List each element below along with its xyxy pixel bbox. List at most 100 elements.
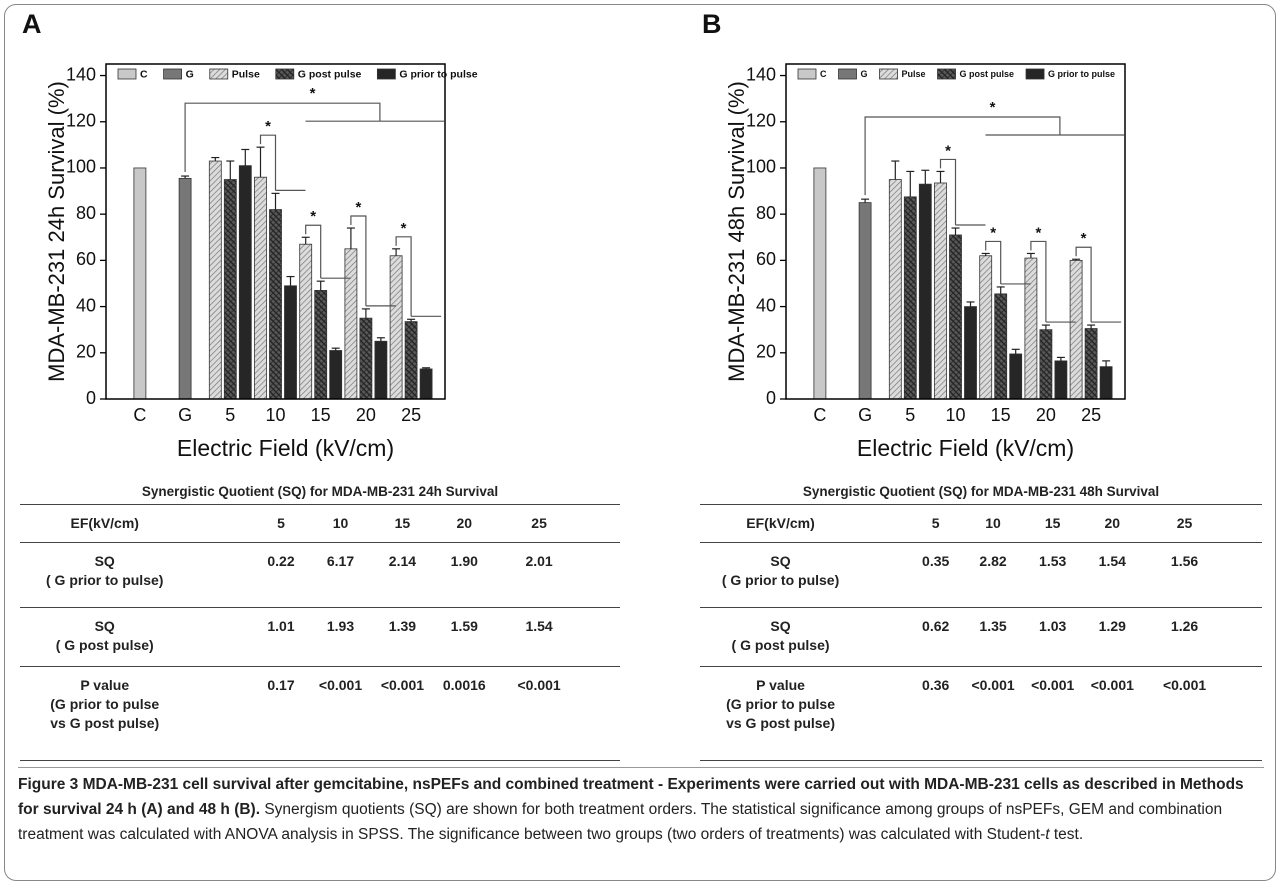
x-tick-label: 10	[945, 405, 965, 425]
bar	[1024, 257, 1038, 400]
error-bar	[1056, 356, 1065, 361]
bar	[1039, 329, 1053, 400]
caption-text: test.	[1049, 826, 1084, 843]
caption-title: Figure 3 MDA-MB-231 cell survival after …	[18, 776, 1244, 818]
table-title: Synergistic Quotient (SQ) for MDA-MB-231…	[141, 484, 499, 499]
y-axis-label: MDA-MB-231 48h Survival (%)	[724, 81, 749, 382]
header-cell: 10	[963, 504, 1023, 543]
table-row: P value (G prior to pulse vs G post puls…	[700, 666, 1262, 761]
error-bar	[376, 337, 385, 342]
error-bar	[346, 227, 355, 249]
table-cell: 1.26	[1142, 607, 1262, 667]
bar	[299, 243, 313, 400]
bar	[284, 285, 297, 400]
bar	[903, 196, 917, 400]
legend-swatch	[117, 68, 137, 80]
error-bar	[921, 169, 930, 185]
bar	[223, 179, 237, 400]
chart: B MDA-MB-231 48h Survival (%) Electric Fie…	[702, 9, 1126, 461]
y-tick-label: 100	[66, 157, 96, 177]
error-bar	[271, 192, 280, 210]
legend-swatch	[376, 68, 396, 80]
table-cell: <0.001	[495, 666, 620, 761]
table-cell: 1.56	[1142, 542, 1262, 608]
y-tick-label: 0	[766, 388, 776, 408]
significance-bracket	[305, 224, 351, 279]
table-cell: <0.001	[1022, 666, 1083, 761]
error-bar	[936, 170, 945, 183]
table-cell: 0.17	[252, 666, 310, 761]
bar	[888, 179, 902, 400]
significance-bracket	[864, 116, 1124, 196]
table-cell: 1.35	[963, 607, 1023, 667]
table-row: SQ ( G post pulse) 0.62 1.35 1.03 1.29 1.26	[700, 607, 1262, 667]
error-bar	[981, 252, 990, 256]
bar	[359, 317, 373, 400]
header-cell: 20	[433, 504, 496, 543]
table-cell: 1.39	[371, 607, 434, 667]
bar	[1009, 353, 1023, 400]
bar	[964, 306, 977, 400]
significance-bracket	[350, 215, 396, 307]
table-cell: 0.62	[908, 607, 964, 667]
error-bar	[422, 367, 431, 369]
table-title: Synergistic Quotient (SQ) for MDA-MB-231…	[802, 484, 1160, 499]
significance-bracket	[939, 158, 986, 226]
table-cell: 1.03	[1022, 607, 1083, 667]
bar	[178, 177, 192, 400]
table-cell: 1.54	[1082, 542, 1143, 608]
header-cell: 5	[908, 504, 964, 543]
error-bar	[861, 198, 870, 203]
table-cell: 1.54	[495, 607, 620, 667]
table-row: EF(kV/cm) 5 10 15 20 25	[700, 504, 1262, 543]
x-tick-label: 5	[905, 405, 915, 425]
legend-swatch	[275, 68, 295, 80]
table-cell: SQ ( G post pulse)	[700, 607, 909, 667]
table-cell: 1.59	[433, 607, 496, 667]
bar	[949, 234, 962, 400]
legend-swatch	[209, 68, 229, 80]
table-cell: 0.0016	[433, 666, 496, 761]
caption: Figure 3 MDA-MB-231 cell survival after …	[18, 767, 1264, 847]
error-bar	[966, 301, 975, 307]
header-cell: 15	[371, 504, 434, 543]
significance-bracket	[1075, 246, 1122, 323]
header-cell: 15	[1022, 504, 1083, 543]
bar	[389, 255, 403, 400]
bar	[1099, 366, 1113, 400]
table-cell: <0.001	[1082, 666, 1143, 761]
bar	[238, 165, 252, 400]
table-cell: 1.01	[252, 607, 310, 667]
x-axis-label: Electric Field (kV/cm)	[177, 435, 394, 461]
x-tick-label: 5	[225, 405, 235, 425]
panel-label: B	[702, 9, 722, 39]
significance-bracket	[184, 102, 444, 173]
sq-table: Synergistic Quotient (SQ) for MDA-MB-231…	[20, 480, 620, 761]
error-bar	[392, 248, 401, 256]
significance-star: *	[945, 142, 951, 159]
legend-label: Pulse	[232, 68, 260, 80]
x-axis-label: Electric Field (kV/cm)	[857, 435, 1074, 461]
x-tick-label: 10	[265, 405, 285, 425]
significance-bracket	[395, 236, 442, 317]
bar	[934, 182, 947, 400]
table-cell: SQ ( G post pulse)	[20, 607, 253, 667]
y-tick-label: 140	[746, 64, 776, 84]
bar	[419, 368, 433, 400]
table-cell: 0.35	[908, 542, 964, 608]
y-tick-label: 80	[756, 203, 776, 223]
error-bar	[951, 227, 960, 235]
plot-frame	[785, 63, 1126, 400]
table-cell: 1.29	[1082, 607, 1143, 667]
header-cell: 10	[309, 504, 372, 543]
table: EF(kV/cm) 5 10 15 20 25 SQ ( G prior to pulse)…	[700, 504, 1262, 761]
bar	[813, 167, 827, 400]
y-tick-label: 140	[66, 64, 96, 84]
error-bar	[286, 275, 295, 286]
table-cell: SQ ( G prior to pulse)	[700, 542, 909, 608]
bar	[858, 202, 872, 400]
table-row: P value (G prior to pulse vs G post puls…	[20, 666, 620, 761]
table-cell: <0.001	[1142, 666, 1262, 761]
bar	[1084, 328, 1098, 400]
